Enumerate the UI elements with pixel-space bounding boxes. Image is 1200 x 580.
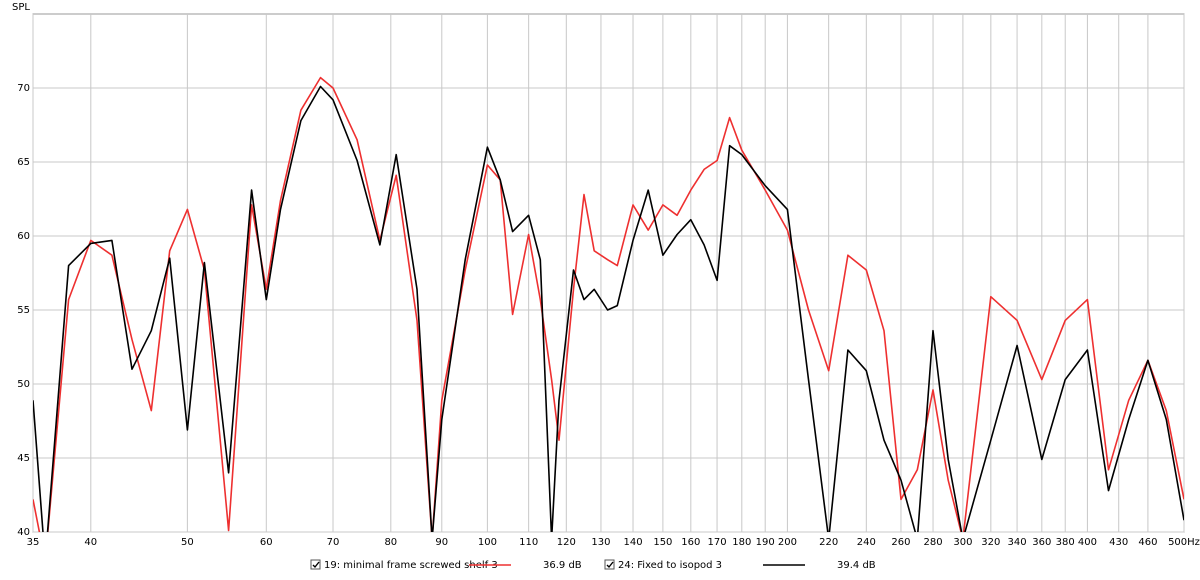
y-tick-label: 65 xyxy=(17,157,30,168)
x-tick-label: 100 xyxy=(478,537,497,548)
legend-check xyxy=(312,561,320,569)
x-tick-label: 150 xyxy=(653,537,672,548)
x-tick-label: 180 xyxy=(732,537,751,548)
x-tick-label: 70 xyxy=(327,537,340,548)
x-tick-label: 460 xyxy=(1138,537,1157,548)
legend-label: 19: minimal frame screwed shelf 3 xyxy=(324,560,498,571)
legend-checkbox[interactable] xyxy=(604,559,615,570)
x-tick-label: 360 xyxy=(1032,537,1051,548)
y-tick-label: 45 xyxy=(17,453,30,464)
x-tick-label: 35 xyxy=(27,537,40,548)
y-tick-label: 40 xyxy=(17,527,30,538)
x-tick-label: 60 xyxy=(260,537,273,548)
y-tick-label: 60 xyxy=(17,231,30,242)
x-tick-label: 120 xyxy=(557,537,576,548)
x-tick-label: 260 xyxy=(891,537,910,548)
x-tick-label: 190 xyxy=(756,537,775,548)
legend-level: 36.9 dB xyxy=(543,560,582,571)
x-tick-label: 300 xyxy=(953,537,972,548)
y-tick-label: 55 xyxy=(17,305,30,316)
x-tick-label: 320 xyxy=(981,537,1000,548)
x-tick-label: 140 xyxy=(623,537,642,548)
legend-checkbox[interactable] xyxy=(310,559,321,570)
legend-check xyxy=(606,561,614,569)
x-tick-label: 170 xyxy=(708,537,727,548)
x-tick-label: 50 xyxy=(181,537,194,548)
legend-level: 39.4 dB xyxy=(837,560,876,571)
x-tick-label: 110 xyxy=(519,537,538,548)
x-tick-label: 400 xyxy=(1078,537,1097,548)
series-line xyxy=(33,76,1184,532)
x-tick-label: 80 xyxy=(384,537,397,548)
x-tick-label: 40 xyxy=(84,537,97,548)
series-line xyxy=(33,85,1184,532)
y-axis-label: SPL xyxy=(12,2,30,13)
x-tick-label: 430 xyxy=(1109,537,1128,548)
y-tick-label: 50 xyxy=(17,379,30,390)
x-tick-label: 160 xyxy=(681,537,700,548)
x-tick-label: 90 xyxy=(435,537,448,548)
x-tick-label: 240 xyxy=(857,537,876,548)
x-tick-label: 200 xyxy=(778,537,797,548)
x-tick-label: 500Hz xyxy=(1168,537,1200,548)
x-tick-label: 380 xyxy=(1056,537,1075,548)
x-tick-label: 280 xyxy=(923,537,942,548)
x-tick-label: 220 xyxy=(819,537,838,548)
y-tick-label: 70 xyxy=(17,83,30,94)
x-tick-label: 130 xyxy=(591,537,610,548)
x-tick-label: 340 xyxy=(1008,537,1027,548)
legend-label: 24: Fixed to isopod 3 xyxy=(618,560,722,571)
